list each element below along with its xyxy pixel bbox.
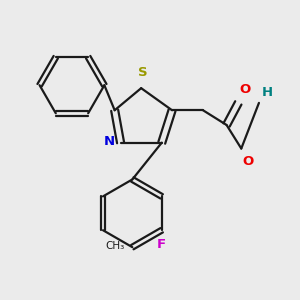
Text: CH₃: CH₃ [106, 241, 125, 251]
Text: O: O [240, 82, 251, 95]
Text: H: H [261, 86, 272, 99]
Text: O: O [243, 155, 254, 168]
Text: S: S [138, 66, 148, 79]
Text: F: F [157, 238, 166, 251]
Text: N: N [104, 135, 115, 148]
